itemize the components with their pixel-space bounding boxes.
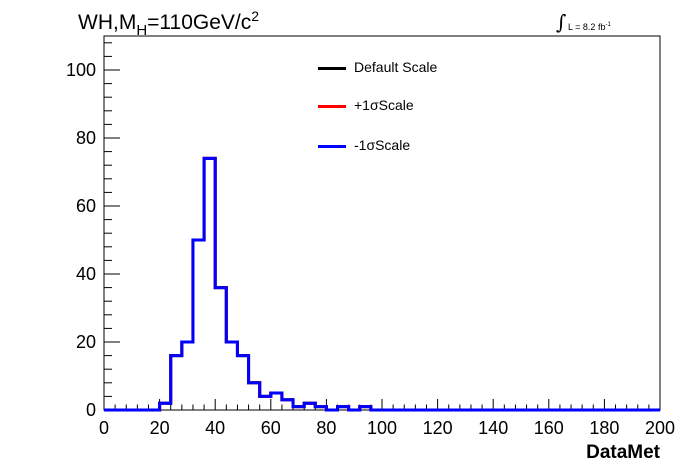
y-tick-label: 0 (86, 400, 96, 420)
x-tick-label: 40 (205, 418, 225, 438)
legend-entry-minus1sigma: -1σScale (318, 137, 410, 153)
x-axis-label: DataMet (586, 442, 660, 463)
plot-frame (103, 35, 661, 411)
x-tick-label: 120 (423, 418, 453, 438)
y-tick-label: 60 (76, 196, 96, 216)
legend-entry-default: Default Scale (318, 59, 437, 75)
x-tick-label: 180 (589, 418, 619, 438)
series-layer (104, 156, 660, 412)
legend-swatch-minus1sigma (318, 144, 346, 148)
series-line-minus1sigma-scale (104, 156, 660, 412)
axis-ticks: 0 20 40 60 80 100 120 140 160 180 200 0 20 40 60 80 100 (66, 42, 675, 438)
y-tick-label: 40 (76, 264, 96, 284)
x-tick-label: 160 (534, 418, 564, 438)
x-tick-label: 20 (150, 418, 170, 438)
legend-swatch-plus1sigma (318, 104, 346, 108)
x-tick-label: 200 (645, 418, 675, 438)
x-tick-label: 80 (316, 418, 336, 438)
x-tick-label: 60 (261, 418, 281, 438)
series-line-default-scale (104, 156, 660, 412)
legend-entry-plus1sigma: +1σScale (318, 97, 414, 113)
x-tick-label: 140 (478, 418, 508, 438)
series-line-plus1sigma-scale (104, 156, 660, 412)
y-tick-label: 100 (66, 60, 96, 80)
y-tick-label: 80 (76, 128, 96, 148)
integral-sign: ∫ (556, 10, 567, 34)
chart-title: WH,MH=110GeV/c2 (78, 8, 260, 39)
legend-swatch-default (318, 66, 346, 70)
x-tick-label: 0 (99, 418, 109, 438)
luminosity-text: L = 8.2 fb-1 (568, 22, 611, 32)
y-tick-label: 20 (76, 332, 96, 352)
x-tick-label: 100 (367, 418, 397, 438)
